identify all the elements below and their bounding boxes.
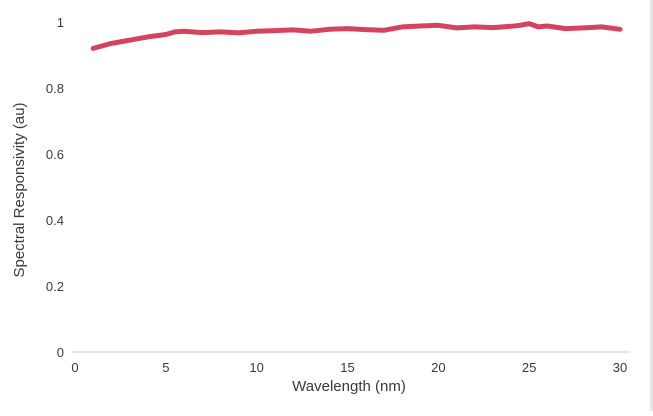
right-edge-divider (650, 0, 653, 411)
x-tick-label: 10 (249, 360, 263, 375)
x-tick-labels: 0 5 10 15 20 25 30 (71, 360, 627, 375)
series-layer (90, 21, 623, 51)
y-tick-labels: 0 0.2 0.4 0.6 0.8 1 (46, 15, 64, 360)
y-axis-title: Spectral Responsivity (au) (11, 102, 28, 277)
x-axis-title: Wavelength (nm) (292, 378, 406, 395)
x-tick-label: 30 (613, 360, 627, 375)
x-tick-label: 5 (162, 360, 169, 375)
x-tick-label: 20 (431, 360, 445, 375)
y-tick-label: 0.8 (46, 81, 64, 96)
x-tick-label: 0 (71, 360, 78, 375)
y-tick-label: 0 (57, 345, 64, 360)
x-tick-label: 25 (522, 360, 536, 375)
y-tick-label: 0.2 (46, 279, 64, 294)
y-tick-label: 0.6 (46, 147, 64, 162)
x-tick-label: 15 (340, 360, 354, 375)
y-tick-label: 0.4 (46, 213, 64, 228)
series-line (90, 21, 623, 51)
y-tick-label: 1 (57, 15, 64, 30)
